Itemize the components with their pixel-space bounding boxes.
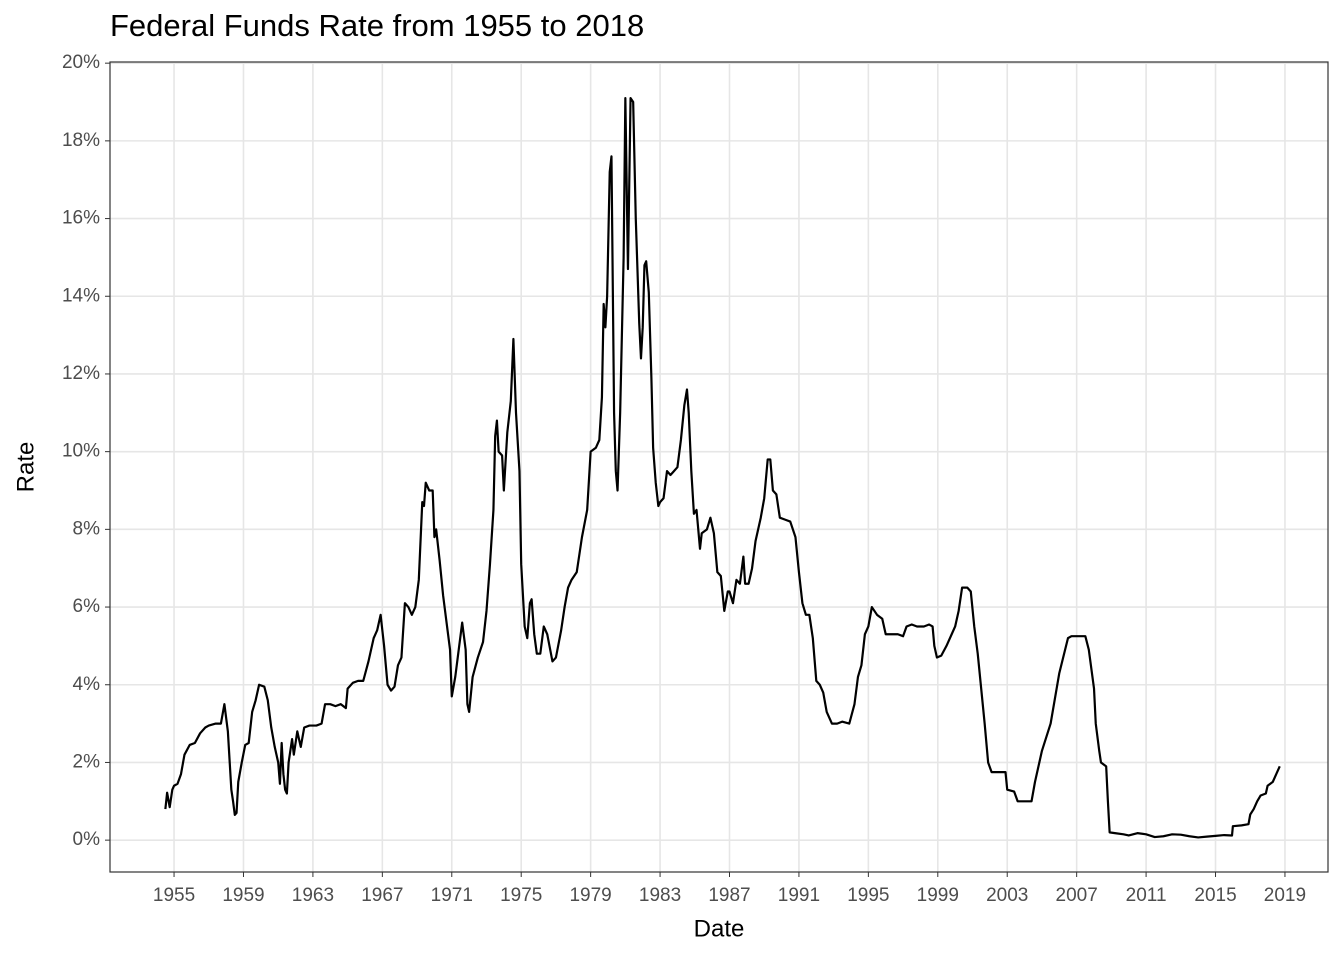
x-tick-label: 1971 — [431, 885, 473, 906]
y-tick-label: 10% — [62, 441, 100, 462]
x-tick-label: 2015 — [1194, 885, 1236, 906]
y-tick-label: 18% — [62, 130, 100, 151]
x-tick-label: 1983 — [639, 885, 681, 906]
y-tick-label: 14% — [62, 285, 100, 306]
x-tick-label: 1991 — [778, 885, 820, 906]
x-tick-label: 2011 — [1126, 885, 1167, 906]
x-tick-label: 1955 — [153, 885, 195, 906]
x-tick-label: 1959 — [222, 885, 264, 906]
x-axis-label: Date — [694, 915, 745, 942]
x-tick-label: 1963 — [292, 885, 334, 906]
x-tick-label: 1979 — [569, 885, 611, 906]
x-tick-label: 1987 — [708, 885, 750, 906]
x-tick-label: 1995 — [847, 885, 889, 906]
x-tick-label: 2003 — [986, 885, 1028, 906]
y-tick-label: 12% — [62, 363, 100, 384]
y-tick-label: 0% — [73, 829, 101, 850]
x-tick-label: 2019 — [1264, 885, 1306, 906]
x-tick-label: 1967 — [361, 885, 403, 906]
y-tick-label: 20% — [62, 52, 100, 73]
chart-title: Federal Funds Rate from 1955 to 2018 — [110, 8, 644, 43]
x-tick-label: 2007 — [1056, 885, 1098, 906]
y-tick-label: 8% — [73, 518, 101, 539]
x-tick-label: 1975 — [500, 885, 542, 906]
y-tick-label: 2% — [73, 751, 101, 772]
y-tick-label: 16% — [62, 208, 100, 229]
x-tick-label: 1999 — [917, 885, 959, 906]
y-tick-label: 6% — [73, 596, 101, 617]
panel-border — [109, 61, 1329, 873]
data-line — [164, 97, 1281, 839]
y-axis-label: Rate — [12, 442, 39, 493]
y-tick-label: 4% — [73, 674, 101, 695]
